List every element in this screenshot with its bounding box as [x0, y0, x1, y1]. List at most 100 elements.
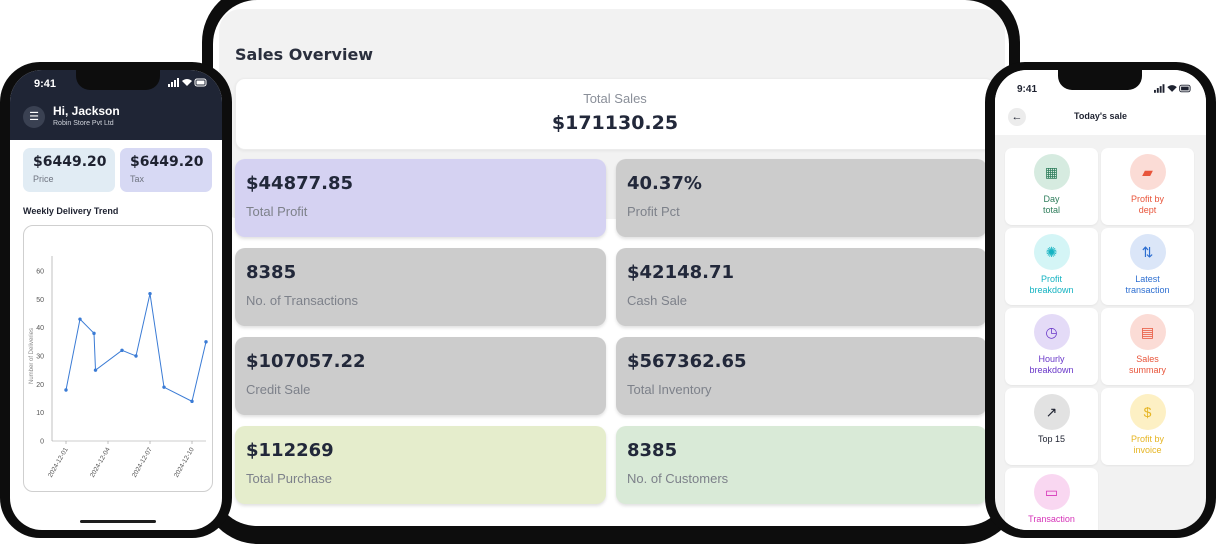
- tile-label: Sales summary: [1128, 354, 1166, 375]
- page-title: Sales Overview: [235, 45, 374, 64]
- x-tick-label: 2024-12-07: [131, 446, 154, 479]
- data-point: [162, 385, 166, 389]
- report-tile[interactable]: $ Profit by invoice: [1101, 388, 1194, 465]
- stat-value: 8385: [627, 440, 678, 461]
- stat-value: 8385: [246, 262, 297, 283]
- data-point: [190, 399, 194, 404]
- status-time: 9:41: [1017, 84, 1038, 95]
- greeting: Hi, Jackson: [53, 104, 120, 118]
- report-tile[interactable]: ▤ Sales summary: [1101, 308, 1194, 385]
- report-tile[interactable]: ↗ Top 15: [1005, 388, 1098, 465]
- tile-label: Profit by invoice: [1130, 434, 1164, 455]
- report-tile[interactable]: ▭ Transaction: [1005, 468, 1098, 530]
- signal-wifi-battery-icon: [1154, 84, 1191, 93]
- x-tick-label: 2024-12-01: [47, 446, 70, 479]
- home-indicator: [80, 520, 156, 523]
- back-arrow-icon[interactable]: ←: [1008, 108, 1026, 126]
- delivery-trend-chart: 0 10 20 30 40 50 60 Number of Deliveries 2024-12…: [23, 225, 213, 492]
- y-tick-label: 50: [36, 297, 44, 304]
- swap-arrows-icon: ⇅: [1129, 234, 1166, 270]
- stat-label: Total Inventory: [627, 382, 712, 397]
- chart-title: Weekly Delivery Trend: [23, 206, 119, 216]
- status-time: 9:41: [34, 78, 57, 90]
- y-tick-label: 60: [36, 269, 44, 276]
- report-tile[interactable]: ▰ Profit by dept: [1101, 148, 1194, 225]
- y-axis-label: Number of Deliveries: [29, 328, 35, 384]
- tile-label: Top 15: [1037, 434, 1066, 444]
- stat-label: Total Profit: [246, 204, 308, 219]
- y-tick-label: 40: [36, 325, 44, 332]
- tile-label: Day total: [1042, 194, 1060, 215]
- stat-label: Cash Sale: [627, 293, 687, 308]
- data-point: [134, 354, 138, 358]
- screen-title: Today's sale: [1074, 111, 1127, 121]
- tile-label: Profit by dept: [1130, 194, 1164, 215]
- data-point: [148, 291, 152, 296]
- total-sales-card[interactable]: Total Sales $171130.25: [235, 78, 995, 150]
- total-sales-value: $171130.25: [551, 112, 679, 134]
- price-card[interactable]: $6449.20 Price: [23, 148, 115, 192]
- stat-label: No. of Customers: [627, 471, 729, 486]
- tax-label: Tax: [130, 174, 145, 184]
- y-tick-label: 10: [36, 410, 44, 417]
- stat-value: $44877.85: [246, 173, 354, 194]
- series-line: [65, 293, 207, 403]
- tile-label: Latest transaction: [1125, 274, 1170, 295]
- report-tile[interactable]: ✺ Profit breakdown: [1005, 228, 1098, 305]
- stat-card-total-purchase[interactable]: $112269 Total Purchase: [235, 426, 606, 504]
- phone-notch: [1058, 70, 1142, 90]
- tax-card[interactable]: $6449.20 Tax: [120, 148, 212, 192]
- stat-label: Credit Sale: [246, 382, 311, 397]
- tile-label: Hourly breakdown: [1029, 354, 1074, 375]
- y-tick-label: 20: [36, 382, 44, 389]
- price-label: Price: [33, 174, 54, 184]
- price-value: $6449.20: [33, 154, 107, 170]
- tablet-device: Sales Overview Total Sales $171130.25 $4…: [198, 0, 1020, 544]
- clock-icon: ◷: [1033, 314, 1070, 350]
- report-tile[interactable]: ▦ Day total: [1005, 148, 1098, 225]
- cards-icon: ▰: [1129, 154, 1166, 190]
- stat-value: $567362.65: [627, 351, 747, 372]
- menu-icon[interactable]: ☰: [23, 106, 45, 128]
- data-point: [78, 317, 82, 321]
- stat-card-cash-sale[interactable]: $42148.71 Cash Sale: [616, 248, 987, 326]
- right-phone-screen: 9:41 ← Today's sale ▦ Day total ▰ Profit by…: [995, 70, 1206, 530]
- invoice-icon: $: [1129, 394, 1166, 430]
- status-icons: [168, 78, 208, 89]
- total-sales-label: Total Sales: [583, 91, 647, 106]
- stat-label: Total Purchase: [246, 471, 332, 486]
- stat-card-transactions[interactable]: 8385 No. of Transactions: [235, 248, 606, 326]
- report-tile[interactable]: ⇅ Latest transaction: [1101, 228, 1194, 305]
- right-phone-device: 9:41 ← Today's sale ▦ Day total ▰ Profit by…: [985, 62, 1216, 538]
- stat-value: $107057.22: [246, 351, 366, 372]
- report-tile[interactable]: ◷ Hourly breakdown: [1005, 308, 1098, 385]
- data-point: [120, 348, 124, 353]
- stat-value: $112269: [246, 440, 334, 461]
- stat-value: 40.37%: [627, 173, 702, 194]
- status-icons: [1154, 84, 1192, 95]
- data-point: [93, 368, 98, 372]
- stat-card-credit-sale[interactable]: $107057.22 Credit Sale: [235, 337, 606, 415]
- stat-label: Profit Pct: [627, 204, 680, 219]
- arrow-up-right-icon: ↗: [1033, 394, 1070, 430]
- y-tick-label: 0: [40, 439, 44, 446]
- tablet-screen: Sales Overview Total Sales $171130.25 $4…: [213, 0, 1009, 526]
- stat-label: No. of Transactions: [246, 293, 358, 308]
- tile-label: Transaction: [1028, 514, 1075, 524]
- stat-card-total-inventory[interactable]: $567362.65 Total Inventory: [616, 337, 987, 415]
- phone-notch: [76, 70, 160, 90]
- receipt-icon: ▭: [1033, 474, 1070, 510]
- store-name: Robin Store Pvt Ltd: [53, 120, 114, 127]
- x-tick-label: 2024-12-10: [173, 446, 196, 479]
- left-phone-screen: 9:41 ☰ Hi, Jackson Robin Store Pvt Ltd $…: [10, 70, 222, 530]
- data-point: [92, 331, 96, 336]
- stat-value: $42148.71: [627, 262, 735, 283]
- line-chart-svg: 0 10 20 30 40 50 60 Number of Deliveries 2024-12…: [29, 256, 208, 479]
- stat-card-profit-pct[interactable]: 40.37% Profit Pct: [616, 159, 987, 237]
- left-phone-device: 9:41 ☰ Hi, Jackson Robin Store Pvt Ltd $…: [0, 62, 232, 538]
- y-tick-label: 30: [36, 354, 44, 361]
- data-point: [64, 388, 68, 392]
- stat-card-customers[interactable]: 8385 No. of Customers: [616, 426, 987, 504]
- tile-label: Profit breakdown: [1029, 274, 1074, 295]
- stat-card-total-profit[interactable]: $44877.85 Total Profit: [235, 159, 606, 237]
